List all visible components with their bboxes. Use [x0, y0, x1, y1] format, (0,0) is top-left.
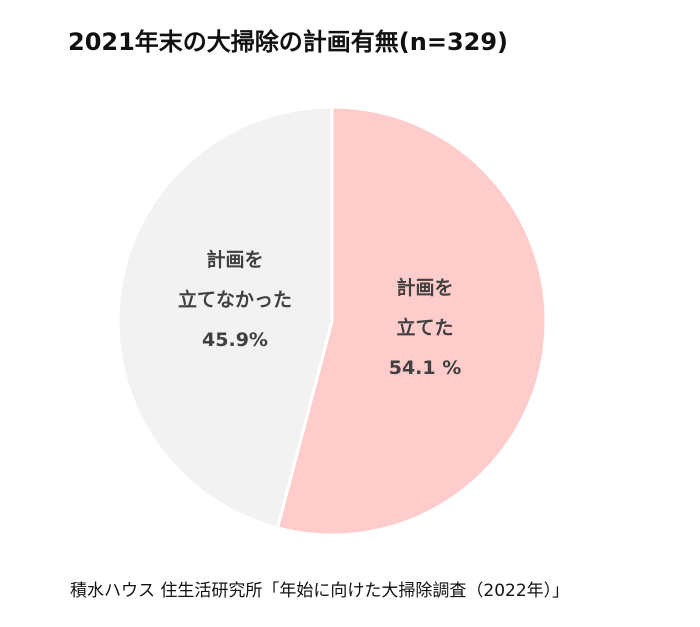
- slice-value-label: 54.1 %: [388, 357, 462, 379]
- slice-label-line1: 計画を: [396, 277, 454, 299]
- slice-label-line2: 立てた: [396, 317, 454, 339]
- pie-slice-1: [116, 105, 334, 530]
- slice-label-line2: 立てなかった: [177, 289, 292, 311]
- chart-title: 2021年末の大掃除の計画有無(n=329): [68, 28, 509, 56]
- source-note: 積水ハウス 住生活研究所「年始に向けた大掃除調査（2022年）」: [70, 581, 570, 601]
- slice-label-planned: 計画を 立てた 54.1 %: [370, 268, 480, 388]
- slice-value-label: 45.9%: [202, 329, 268, 351]
- slice-label-not-planned: 計画を 立てなかった 45.9%: [160, 240, 310, 360]
- pie-slice-0: [275, 105, 548, 537]
- slice-label-line1: 計画を: [206, 249, 264, 271]
